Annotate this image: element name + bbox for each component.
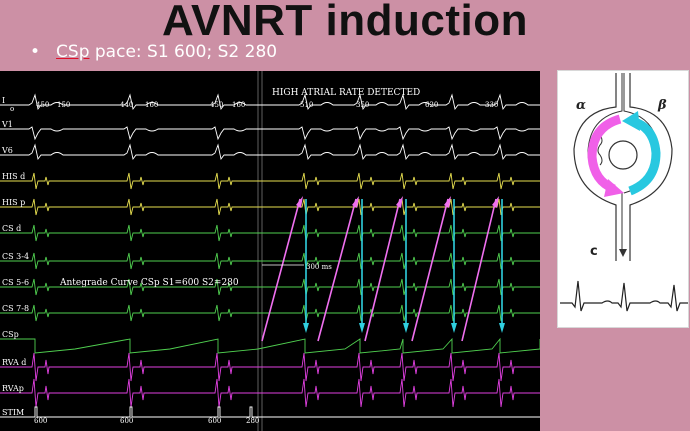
channel-sublabel: o <box>10 105 14 113</box>
top-interval-value: 620 <box>425 101 438 109</box>
bullet-rest: pace: S1 600; S2 280 <box>89 42 278 62</box>
channel-label-v1: V1 <box>1 120 13 129</box>
retrograde-arrow <box>461 198 497 342</box>
retrograde-arrow <box>317 198 357 342</box>
beta-pathway-arrow <box>628 116 661 196</box>
trace-rva-d <box>0 352 540 382</box>
trace-rvap <box>0 378 540 408</box>
stim-interval-value: 280 <box>246 417 259 425</box>
alpha-pathway-arrow <box>587 114 622 194</box>
top-interval-value: 450 <box>210 101 223 109</box>
stim-interval-value: 600 <box>208 417 221 425</box>
stim-interval-value: 600 <box>34 417 47 425</box>
trace-csp <box>0 337 540 354</box>
antegrade-curve-label: Antegrade Curve CSp S1=600 S2=280 <box>59 278 239 288</box>
trace-his-p <box>0 198 540 216</box>
top-interval-value: 510 <box>300 101 313 109</box>
trace-v6 <box>0 143 540 161</box>
trace-cs-5-6 <box>0 278 540 296</box>
channel-label-v6: V6 <box>1 146 13 155</box>
ecg-svg: Io V1 V6 HIS d HIS p CS d CS 3-4 CS 5-6 CS 7-8 CS… <box>0 71 540 431</box>
trace-cs-d <box>0 224 540 242</box>
top-interval-value: 450 <box>36 101 49 109</box>
high-atrial-rate-banner: HIGH ATRIAL RATE DETECTED <box>272 88 420 98</box>
retrograde-arrow <box>261 198 301 342</box>
channel-label-cs-3-4: CS 3-4 <box>2 252 29 261</box>
channel-label-cs-7-8: CS 7-8 <box>2 304 29 313</box>
trace-i <box>0 93 540 111</box>
stim-interval-value: 600 <box>120 417 133 425</box>
pathway-right-wall <box>629 73 673 261</box>
trace-cs-3-4 <box>0 252 540 270</box>
top-interval-value: 160 <box>232 101 245 109</box>
channel-label-stim: STIM <box>2 408 24 417</box>
top-interval-value: 440 <box>120 101 133 109</box>
reentry-circuit-diagram: α β c <box>557 70 689 328</box>
channel-label-i: I <box>2 96 5 105</box>
channel-label-cs-5-6: CS 5-6 <box>2 278 29 287</box>
channel-label-cs-d: CS d <box>2 224 21 233</box>
slide-title: AVNRT induction <box>162 0 528 45</box>
beta-label: β <box>657 98 667 113</box>
alpha-label: α <box>576 98 586 113</box>
retrograde-arrow <box>411 198 449 342</box>
top-interval-value: 350 <box>356 101 369 109</box>
trace-v1 <box>0 126 540 141</box>
top-interval-value: 160 <box>145 101 158 109</box>
channel-label-his-d: HIS d <box>2 172 25 181</box>
top-interval-value: 330 <box>485 101 498 109</box>
central-block <box>608 140 638 170</box>
interval-label: 300 ms <box>306 263 332 271</box>
trace-cs-7-8 <box>0 304 540 322</box>
channel-label-his-p: HIS p <box>2 198 25 207</box>
bullet-csp: CSp <box>56 42 90 62</box>
pathway-left-wall <box>573 73 617 261</box>
channel-label-csp: CSp <box>2 330 19 339</box>
retrograde-arrow <box>364 198 401 342</box>
bullet-csp-pace: • CSp pace: S1 600; S2 280 <box>30 42 278 62</box>
channel-label-rvap: RVAp <box>2 384 24 393</box>
channel-label-rva-d: RVA d <box>2 358 26 367</box>
surface-ecg-strip <box>560 280 688 312</box>
top-interval-value: 150 <box>57 101 70 109</box>
common-pathway-label: c <box>590 244 598 259</box>
trace-stim <box>0 406 540 418</box>
trace-his-d <box>0 172 540 190</box>
